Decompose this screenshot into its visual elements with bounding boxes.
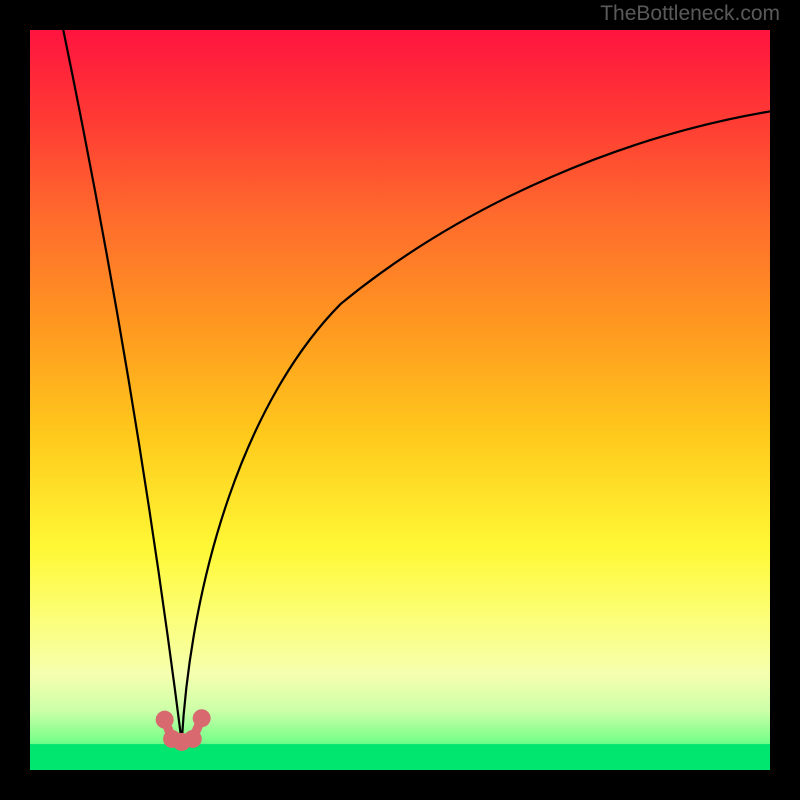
watermark-text: TheBottleneck.com [600, 2, 780, 26]
data-marker [193, 709, 211, 727]
data-marker [156, 711, 174, 729]
bottleneck-chart [0, 0, 800, 800]
green-band [30, 744, 770, 770]
data-marker [184, 730, 202, 748]
plot-area [30, 30, 770, 770]
chart-container: TheBottleneck.com [0, 0, 800, 800]
